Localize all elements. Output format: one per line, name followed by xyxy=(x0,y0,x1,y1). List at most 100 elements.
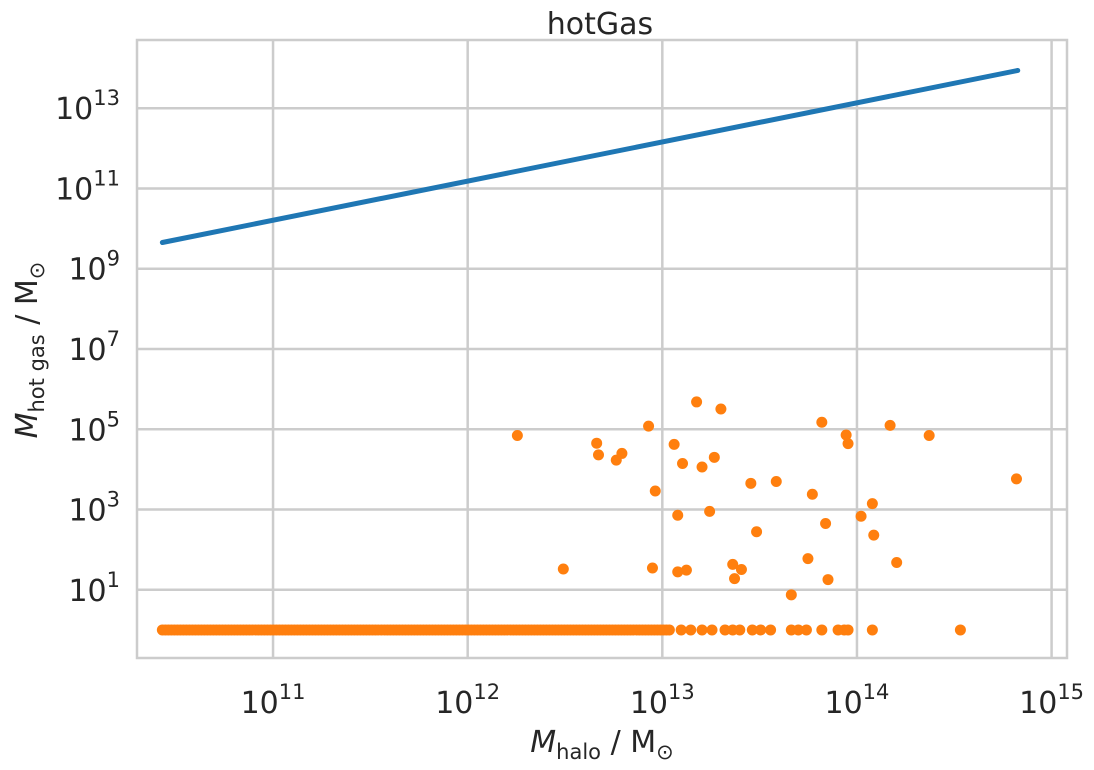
floor-point xyxy=(800,624,812,636)
x-tick-base: 10 xyxy=(630,686,668,721)
scatter-point xyxy=(840,429,852,441)
x-tick-base: 10 xyxy=(824,686,862,721)
scatter-point xyxy=(806,488,818,500)
y-tick-label: 105 xyxy=(68,407,120,448)
y-axis-label-sub: hot gas xyxy=(25,334,49,412)
y-tick-exponent: 3 xyxy=(107,488,120,512)
scatter-point xyxy=(677,458,689,470)
y-axis-label-main: M xyxy=(10,412,45,438)
x-tick-label: 1014 xyxy=(824,680,889,721)
scatter-point xyxy=(1010,473,1022,485)
chart-title: hotGas xyxy=(547,7,653,42)
scatter-point xyxy=(511,429,523,441)
y-tick-exponent: 9 xyxy=(107,247,120,271)
scatter-point xyxy=(751,526,763,538)
scatter-point xyxy=(591,437,603,449)
scatter-point xyxy=(891,556,903,568)
y-tick-base: 10 xyxy=(68,494,106,529)
scatter-point xyxy=(643,420,655,432)
x-tick-exponent: 14 xyxy=(863,680,890,704)
y-tick-exponent: 5 xyxy=(107,407,120,431)
floor-point xyxy=(746,624,758,636)
y-axis-sun-symbol: ⊙ xyxy=(25,262,49,280)
scatter-point xyxy=(855,510,867,522)
scatter-point xyxy=(646,562,658,574)
scatter-point xyxy=(866,498,878,510)
scatter-point xyxy=(729,573,741,585)
scatter-point xyxy=(735,564,747,576)
floor-point xyxy=(816,624,828,636)
scatter-point xyxy=(770,475,782,487)
x-tick-exponent: 11 xyxy=(279,680,306,704)
scatter-point xyxy=(616,447,628,459)
scatter-point xyxy=(715,403,727,415)
floor-point xyxy=(954,624,966,636)
floor-point xyxy=(685,624,697,636)
scatter-point xyxy=(727,558,739,570)
x-axis-label-main: M xyxy=(530,725,556,760)
scatter-point xyxy=(923,429,935,441)
scatter-point xyxy=(557,563,569,575)
y-tick-exponent: 1 xyxy=(107,568,120,592)
x-tick-label: 1013 xyxy=(630,680,695,721)
y-tick-base: 10 xyxy=(68,333,106,368)
x-tick-base: 10 xyxy=(241,686,279,721)
y-tick-label: 1013 xyxy=(55,86,120,127)
scatter-point xyxy=(592,449,604,461)
floor-point xyxy=(719,624,731,636)
floor-point xyxy=(696,624,708,636)
scatter-point xyxy=(868,529,880,541)
y-tick-exponent: 13 xyxy=(93,86,120,110)
floor-point xyxy=(734,624,746,636)
scatter-point xyxy=(816,416,828,428)
x-axis-label: Mhalo / M⊙ xyxy=(530,725,673,764)
x-tick-base: 10 xyxy=(1019,686,1057,721)
floor-point xyxy=(706,624,718,636)
series-layer xyxy=(156,67,1022,636)
y-tick-label: 107 xyxy=(68,327,120,368)
floor-point xyxy=(755,624,767,636)
y-tick-label: 1011 xyxy=(55,166,120,207)
y-tick-label: 103 xyxy=(68,488,120,529)
x-tick-exponent: 13 xyxy=(668,680,695,704)
floor-point xyxy=(842,624,854,636)
floor-point xyxy=(663,624,675,636)
x-tick-exponent: 12 xyxy=(473,680,500,704)
x-tick-label: 1015 xyxy=(1019,680,1084,721)
x-axis-sun-symbol: ⊙ xyxy=(656,740,674,764)
scatter-point xyxy=(820,517,832,529)
scatter-point xyxy=(785,589,797,601)
x-tick-base: 10 xyxy=(435,686,473,721)
scatter-point xyxy=(745,477,757,489)
x-tick-label: 1012 xyxy=(435,680,500,721)
y-tick-base: 10 xyxy=(68,413,106,448)
scatter-point xyxy=(680,564,692,576)
y-axis-label: Mhot gas / M⊙ xyxy=(10,262,49,439)
x-tick-exponent: 15 xyxy=(1057,680,1084,704)
scatter-point xyxy=(672,509,684,521)
floor-point xyxy=(765,624,777,636)
floor-point xyxy=(792,624,804,636)
scatter-point xyxy=(649,485,661,497)
scatter-point xyxy=(842,438,854,450)
series-line xyxy=(159,67,1021,246)
y-tick-base: 10 xyxy=(68,253,106,288)
y-tick-base: 10 xyxy=(55,172,93,207)
scatter-point xyxy=(704,505,716,517)
floor-point xyxy=(866,624,878,636)
x-axis-label-sub: halo xyxy=(556,740,601,764)
x-tick-labels: 1011 1012 1013 1014 1015 xyxy=(241,680,1084,721)
y-tick-label: 101 xyxy=(68,568,120,609)
y-tick-base: 10 xyxy=(55,92,93,127)
y-tick-label: 109 xyxy=(68,247,120,288)
scatter-point xyxy=(691,396,703,408)
scatter-point xyxy=(708,451,720,463)
y-tick-base: 10 xyxy=(68,574,106,609)
scatter-point xyxy=(884,419,896,431)
floor-point xyxy=(675,624,687,636)
scatter-point xyxy=(802,553,814,565)
scatter-point xyxy=(672,566,684,578)
x-axis-label-unit: / M xyxy=(601,725,656,760)
